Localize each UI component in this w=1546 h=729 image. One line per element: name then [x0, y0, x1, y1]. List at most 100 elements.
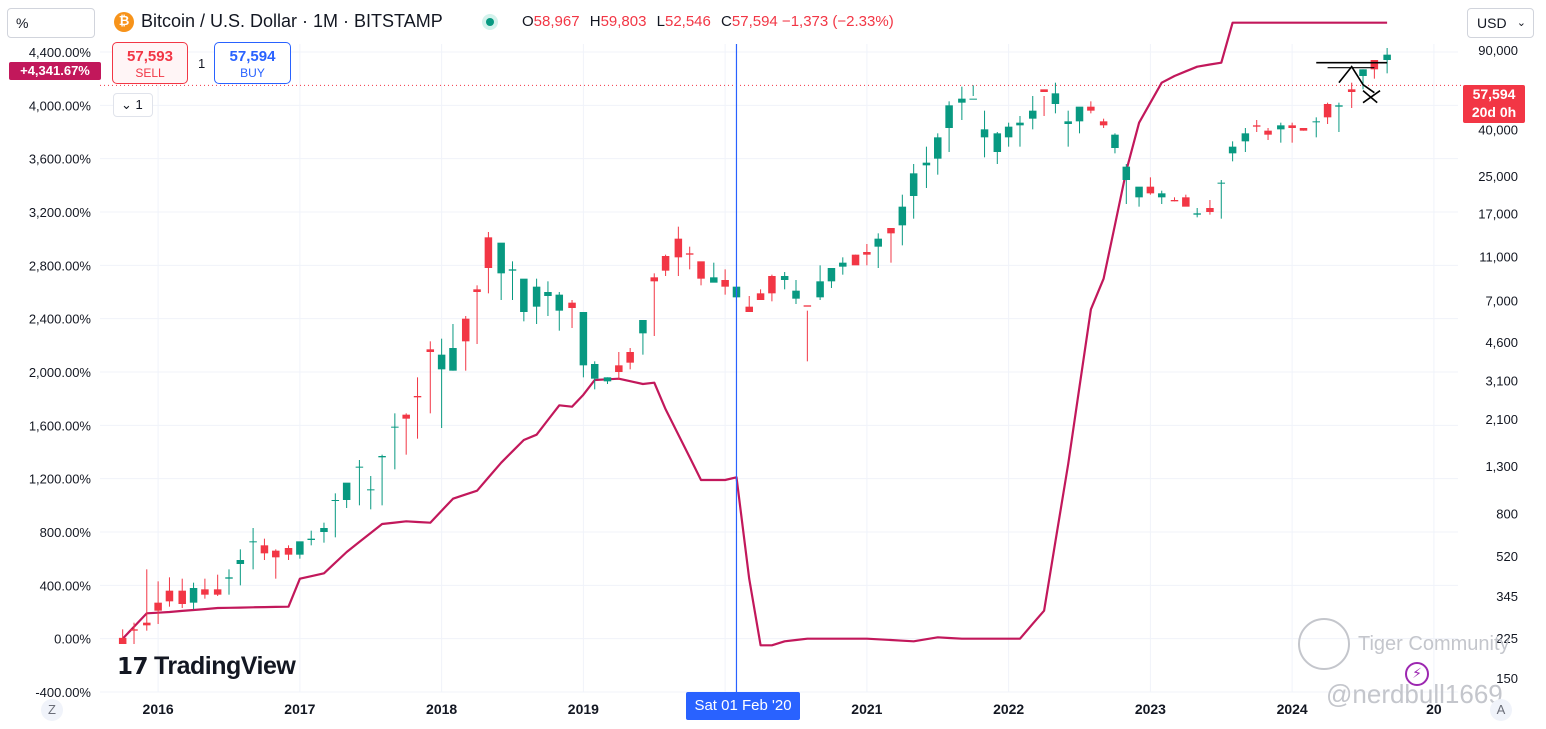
currency-label: USD [1477, 15, 1507, 31]
candle-body [1157, 193, 1166, 198]
x-axis-tick-label: 2024 [1277, 701, 1308, 717]
right-axis-tick-label: 40,000 [1478, 123, 1518, 138]
left-axis-tick-label: 2,000.00% [29, 365, 92, 380]
tiger-watermark-logo-icon [1298, 618, 1350, 670]
candle-body [1182, 197, 1190, 207]
candle-body [331, 500, 340, 501]
chevron-down-icon: ⌄ [1516, 17, 1526, 29]
candle-body [898, 206, 907, 226]
lightning-icon[interactable]: ⚡ [1405, 662, 1429, 686]
sell-button[interactable]: 57,593 SELL [112, 42, 188, 84]
candle-body [1075, 106, 1084, 122]
candle-body [969, 98, 977, 100]
candle-body [213, 589, 222, 595]
buy-price: 57,594 [229, 48, 276, 65]
symbol-search-input[interactable]: % [7, 8, 95, 38]
candle-body [426, 349, 435, 352]
candle-body [603, 377, 612, 382]
candle-body [307, 538, 315, 540]
candle-body [1217, 182, 1226, 184]
tradingview-mark-icon: 17 [117, 654, 149, 680]
crosshair-date-badge: Sat 01 Feb '20 [686, 692, 800, 720]
right-axis-tick-label: 345 [1496, 589, 1518, 604]
candle-body [342, 482, 351, 500]
candle-body [887, 228, 895, 234]
order-quantity[interactable]: 1 [198, 56, 206, 71]
right-axis-tick-label: 3,100 [1485, 374, 1518, 389]
left-axis-tick-label: 400.00% [40, 578, 92, 593]
chevron-down-icon: ⌄ [121, 97, 136, 112]
candle-body [661, 256, 670, 271]
candle-body [1111, 134, 1119, 148]
candle-body [650, 277, 659, 282]
candle-body [945, 105, 953, 128]
candle-body [980, 129, 989, 138]
candle-body [296, 541, 304, 555]
candle-body [615, 365, 623, 372]
sell-label: SELL [135, 66, 165, 80]
candle-body [922, 162, 931, 166]
candle-body [201, 589, 209, 595]
candle-body [768, 276, 776, 294]
candle-body [1288, 125, 1296, 128]
candle-body [1028, 110, 1037, 119]
candle-body [1206, 208, 1214, 212]
candle-body [745, 306, 753, 312]
candle-body [520, 278, 528, 312]
candle-body [721, 280, 729, 287]
candle-body [568, 302, 576, 308]
right-axis-tick-label: 11,000 [1479, 249, 1518, 264]
candle-body [532, 286, 541, 307]
candle-body [118, 637, 127, 644]
zoom-reset-button[interactable]: Z [41, 699, 63, 721]
right-axis-tick-label: 4,600 [1485, 335, 1518, 350]
candle-body [473, 289, 481, 292]
right-axis-tick-label: 225 [1496, 631, 1518, 646]
x-axis-tick-label: 2017 [284, 701, 315, 717]
right-axis-tick-label: 17,000 [1478, 207, 1518, 222]
candle-body [249, 541, 257, 543]
candle-body [827, 268, 836, 282]
candle-body [1383, 54, 1391, 60]
candle-body [839, 262, 847, 267]
candle-body [579, 312, 588, 366]
right-axis-tick-label: 90,000 [1478, 43, 1518, 58]
candle-body [143, 622, 151, 626]
candle-body [1264, 130, 1272, 135]
candle-body [236, 560, 245, 564]
bar-countdown: 20d 0h [1471, 104, 1517, 120]
candle-body [272, 550, 280, 558]
candle-body [958, 98, 966, 103]
candle-body [1170, 200, 1179, 202]
currency-select[interactable]: USD ⌄ [1467, 8, 1534, 38]
indicators-collapse-button[interactable]: ⌄ 1 [113, 93, 153, 117]
candle-body [165, 590, 174, 602]
candle-body [320, 528, 328, 532]
candle-body [639, 320, 647, 334]
candle-body [1241, 133, 1250, 142]
candle-body [461, 318, 470, 342]
candle-body [674, 238, 683, 258]
candle-body [484, 237, 493, 268]
candle-body [1064, 121, 1072, 124]
candle-body [1299, 128, 1308, 131]
x-axis-tick-label: 2023 [1135, 701, 1166, 717]
left-axis-tick-label: -400.00% [35, 685, 91, 700]
auto-scale-button[interactable]: A [1490, 699, 1512, 721]
candle-body [355, 466, 364, 468]
x-axis-tick-label: 2019 [568, 701, 599, 717]
candle-body [874, 238, 882, 247]
left-axis-tick-label: 1,600.00% [29, 418, 92, 433]
candle-body [710, 277, 718, 283]
right-axis-tick-label: 150 [1496, 671, 1518, 686]
candle-body [1370, 60, 1379, 70]
candle-body [130, 629, 138, 631]
candle-body [1359, 69, 1367, 76]
candle-body [934, 137, 942, 159]
candle-body [1087, 106, 1095, 111]
buy-button[interactable]: 57,594 BUY [214, 42, 291, 84]
right-axis-tick-label: 25,000 [1478, 169, 1518, 184]
candle-body [544, 292, 552, 296]
tradingview-logo[interactable]: 17 TradingView [117, 652, 296, 681]
